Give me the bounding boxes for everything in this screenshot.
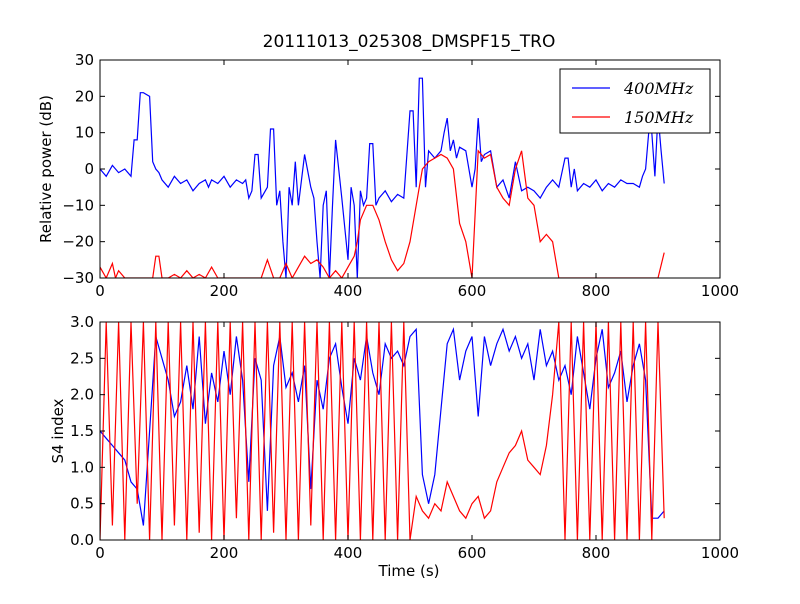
s4-xlabel: Time (s): [378, 562, 440, 580]
s4-xtick-label: 600: [458, 544, 487, 562]
power-xtick-label: 200: [210, 282, 239, 300]
s4-ytick-label: 1.0: [70, 458, 94, 476]
power-ytick-label: −20: [62, 233, 94, 251]
power-ytick-label: 0: [84, 160, 94, 178]
s4-xtick-label: 800: [582, 544, 611, 562]
s4-xtick-label: 0: [95, 544, 105, 562]
legend: 400MHz 150MHz: [559, 68, 711, 134]
power-ytick-label: 20: [75, 87, 94, 105]
s4-ytick-label: 3.0: [70, 313, 94, 331]
s4-panel: S4 index Time (s) 0 200 400 600 800 1000 0.0 0.…: [49, 313, 739, 580]
power-ytick-label: 30: [75, 51, 94, 69]
s4-xtick-label: 400: [334, 544, 363, 562]
s4-ytick-label: 2.5: [70, 349, 94, 367]
power-xtick-label: 0: [95, 282, 105, 300]
power-panel: Relative power (dB) 0 200 400 600 800 1000−30…: [37, 51, 739, 300]
s4-ytick-label: 0.5: [70, 495, 94, 513]
power-xtick-label: 1000: [701, 282, 739, 300]
s4-ytick-label: 0.0: [70, 531, 94, 549]
s4-series-400mhz-line: [100, 327, 665, 526]
power-xtick-label: 800: [582, 282, 611, 300]
legend-label-1: 150MHz: [624, 108, 694, 127]
s4-ytick-label: 1.5: [70, 422, 94, 440]
power-series-150mhz-line: [100, 149, 665, 278]
power-ytick-label: −10: [62, 196, 94, 214]
power-ytick-label: −30: [62, 269, 94, 287]
s4-xtick-label: 200: [210, 544, 239, 562]
power-series-400mhz-line: [100, 77, 665, 278]
power-xtick-label: 400: [334, 282, 363, 300]
s4-ylabel: S4 index: [49, 398, 67, 463]
s4-series-150mhz-line: [100, 322, 665, 540]
power-ytick-label: 10: [75, 124, 94, 142]
legend-box: [559, 68, 711, 134]
s4-ytick-label: 2.0: [70, 386, 94, 404]
power-xtick-label: 600: [458, 282, 487, 300]
power-ylabel: Relative power (dB): [37, 95, 55, 243]
legend-label-0: 400MHz: [623, 79, 694, 98]
chart-title: 20111013_025308_DMSPF15_TRO: [263, 32, 556, 52]
s4-xtick-label: 1000: [701, 544, 739, 562]
